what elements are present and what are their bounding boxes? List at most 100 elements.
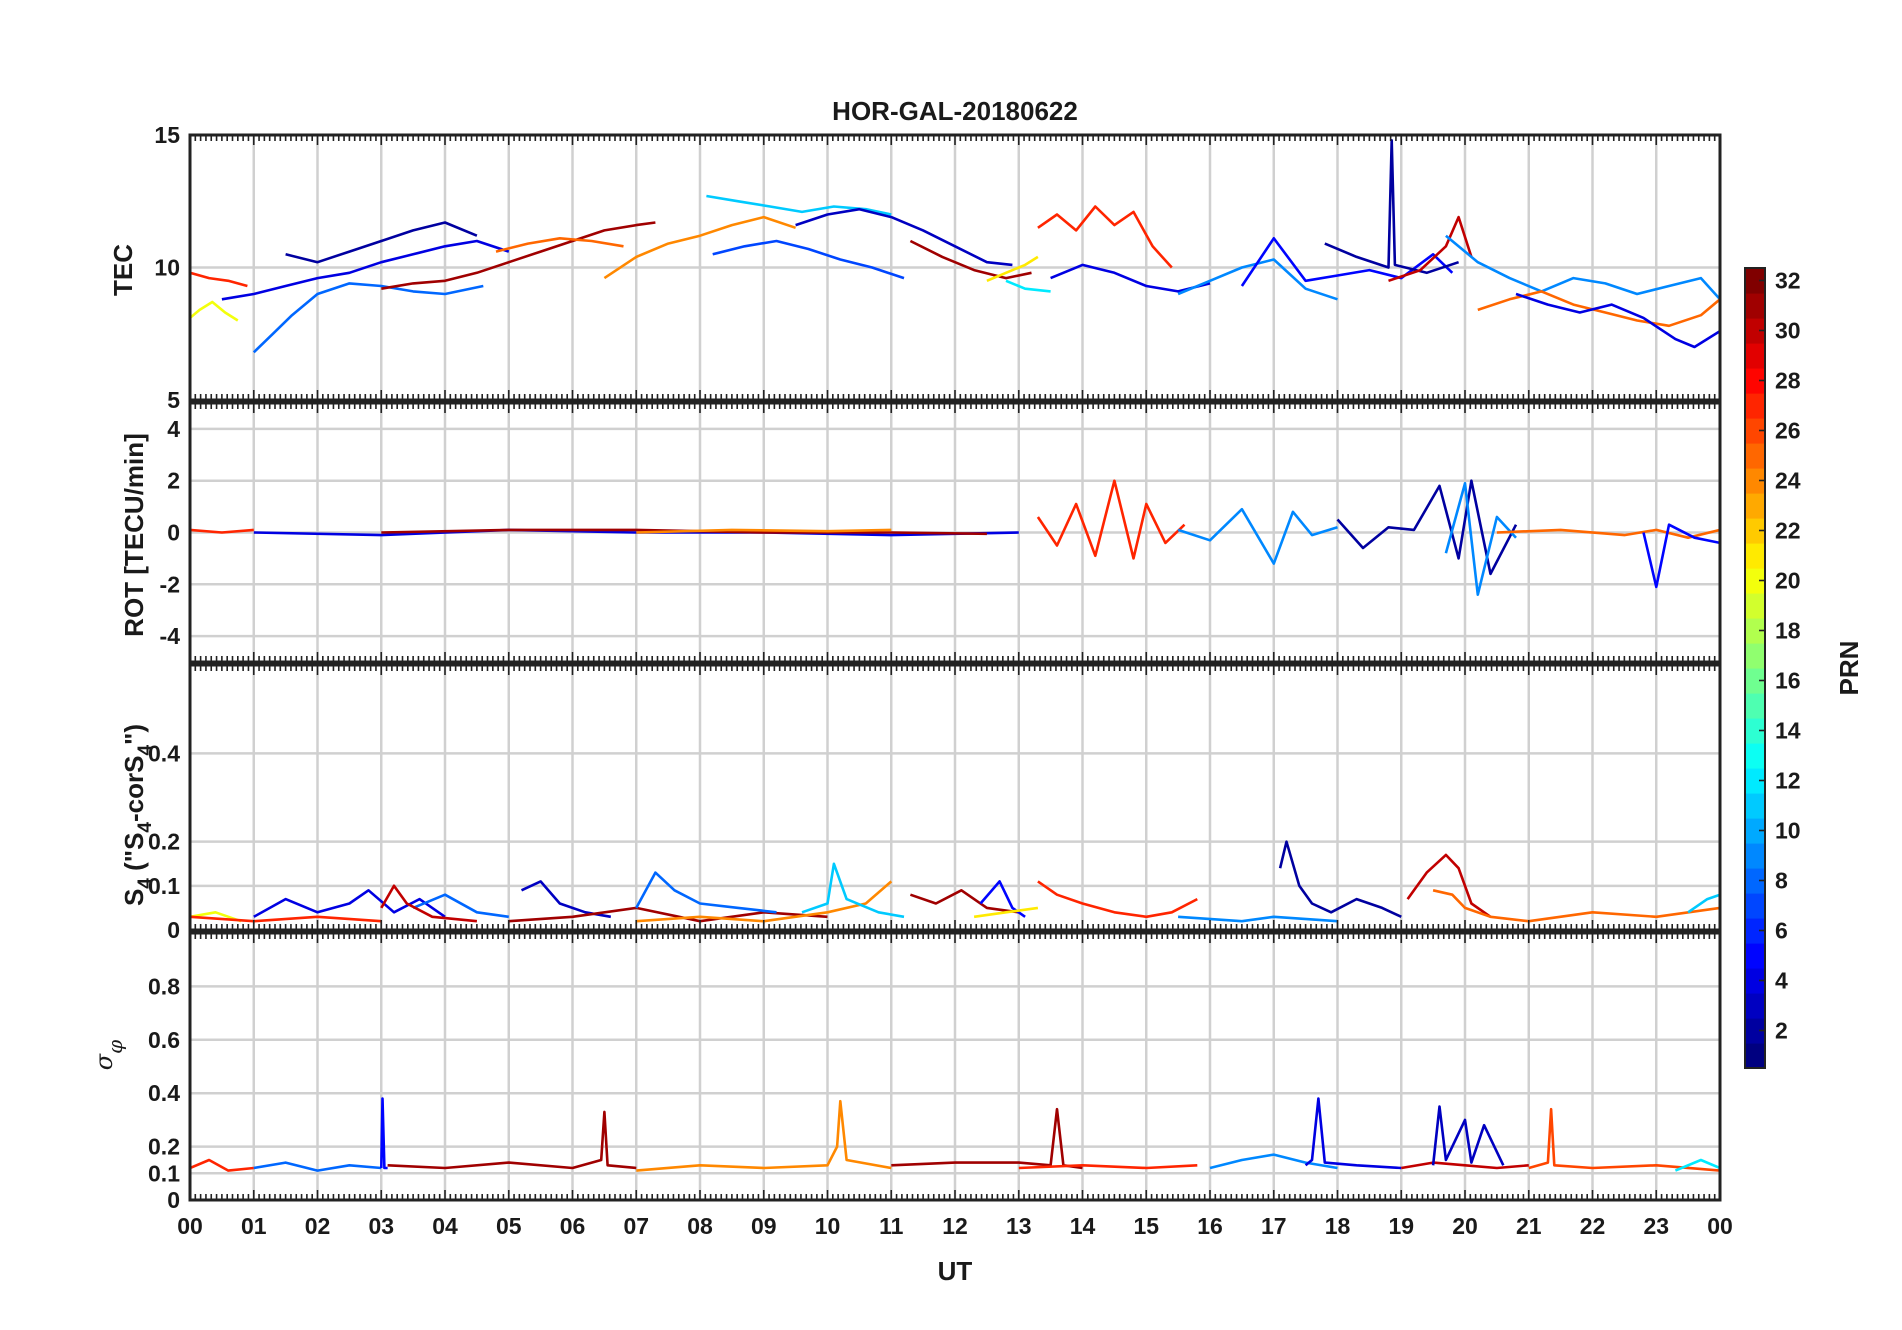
prn-trace xyxy=(381,221,656,290)
x-tick-label: 12 xyxy=(942,1213,968,1239)
prn-trace xyxy=(1209,1153,1338,1170)
prn-trace xyxy=(412,893,509,919)
prn-trace xyxy=(253,1161,382,1172)
x-tick-label: 14 xyxy=(1070,1213,1096,1239)
y-tick-label: 0.2 xyxy=(148,829,180,855)
rot-panel: -4 -2 0 2 4 xyxy=(160,401,1722,664)
prn-trace xyxy=(1324,139,1460,275)
x-tick-label: 07 xyxy=(623,1213,649,1239)
colorbar-swatch xyxy=(1745,543,1765,569)
y-tick-label: 5 xyxy=(167,387,180,413)
colorbar-tick-label: 6 xyxy=(1775,918,1788,944)
prn-trace xyxy=(635,871,777,914)
x-tick-label: 16 xyxy=(1197,1213,1223,1239)
prn-trace xyxy=(712,239,905,280)
prn-trace xyxy=(795,207,1013,267)
colorbar-swatch xyxy=(1745,493,1765,519)
colorbar-swatch xyxy=(1745,843,1765,869)
colorbar-tick-label: 8 xyxy=(1775,868,1788,894)
prn-trace xyxy=(909,888,1019,914)
prn-trace xyxy=(706,194,892,216)
y-tick-label: 0.4 xyxy=(148,740,180,766)
colorbar-frame xyxy=(1744,267,1766,1069)
colorbar-swatch xyxy=(1745,768,1765,794)
y-tick-label: 0 xyxy=(167,1187,180,1213)
y-tick-label: 0.1 xyxy=(148,873,180,899)
series-group xyxy=(190,139,1720,354)
colorbar-swatch xyxy=(1745,368,1765,394)
prn-trace xyxy=(603,215,797,280)
x-axis-ticks: 00 01 02 03 04 05 06 07 08 09 10 11 12 13 14 15 16 17 18 19… xyxy=(177,1213,1733,1239)
prn-trace xyxy=(1178,915,1338,923)
prn-trace xyxy=(285,221,478,264)
colorbar-swatch xyxy=(1745,818,1765,844)
prn-trace xyxy=(380,1097,388,1170)
x-tick-label: 15 xyxy=(1133,1213,1159,1239)
series-group xyxy=(190,840,1720,923)
prn-trace xyxy=(1431,1105,1505,1166)
colorbar-swatch xyxy=(1745,943,1765,969)
prn-trace xyxy=(190,271,248,288)
colorbar-swatch xyxy=(1745,918,1765,944)
prn-trace xyxy=(891,1107,1083,1170)
y-tick-label: 0 xyxy=(167,520,180,546)
y-tick-label: -4 xyxy=(160,623,181,649)
y-axis-labels: TEC ROT [TECU/min] S4 ("S4-corS4") σφ xyxy=(90,244,156,1070)
y-tick-label: 2 xyxy=(167,468,180,494)
prn-trace xyxy=(190,1158,254,1172)
colorbar-swatch xyxy=(1745,693,1765,719)
colorbar-tick-label: 10 xyxy=(1775,818,1801,844)
x-tick-label: 01 xyxy=(241,1213,267,1239)
prn-trace xyxy=(1018,1164,1198,1170)
prn-trace xyxy=(1432,889,1720,923)
y-tick-label: 4 xyxy=(167,416,180,442)
colorbar-swatch xyxy=(1745,793,1765,819)
x-axis-label: UT xyxy=(938,1256,973,1286)
tec-panel: 5 10 15 xyxy=(154,122,1722,413)
prn-trace xyxy=(636,528,892,534)
series-group xyxy=(190,479,1720,597)
colorbar-swatch xyxy=(1745,743,1765,769)
prn-trace xyxy=(1304,1097,1402,1170)
prn-trace xyxy=(253,888,446,918)
y-tick-label: 0.6 xyxy=(148,1027,180,1053)
x-tick-label: 10 xyxy=(815,1213,841,1239)
series-group xyxy=(190,1097,1720,1172)
svg-text:S4 ("S4-corS4"): S4 ("S4-corS4") xyxy=(119,724,156,906)
x-tick-label: 04 xyxy=(432,1213,458,1239)
prn-trace xyxy=(1036,479,1186,560)
sigma-phi-y-label: σφ xyxy=(90,1040,127,1070)
colorbar-swatch xyxy=(1745,893,1765,919)
y-tick-label: 0.1 xyxy=(148,1160,180,1186)
y-tick-label: 0 xyxy=(167,917,180,943)
colorbar-swatch xyxy=(1745,643,1765,669)
x-tick-label: 03 xyxy=(368,1213,394,1239)
prn-trace xyxy=(1037,205,1173,269)
prn-trace xyxy=(1240,237,1454,287)
colorbar-tick-label: 16 xyxy=(1775,668,1801,694)
prn-trace xyxy=(495,237,624,253)
colorbar-swatch xyxy=(1745,418,1765,444)
colorbar-swatch xyxy=(1745,518,1765,544)
colorbar-swatch xyxy=(1745,618,1765,644)
prn-trace xyxy=(1278,840,1402,918)
s4-panel: 0 0.1 0.2 0.4 xyxy=(148,663,1722,943)
prn-trace xyxy=(986,255,1039,282)
colorbar-swatch xyxy=(1745,268,1765,294)
x-tick-label: 20 xyxy=(1452,1213,1478,1239)
colorbar-swatch xyxy=(1745,393,1765,419)
colorbar-tick-label: 24 xyxy=(1775,468,1801,494)
prn-trace xyxy=(1642,523,1720,589)
colorbar-swatch xyxy=(1745,318,1765,344)
prn-trace xyxy=(1005,279,1051,293)
prn-trace xyxy=(1674,1158,1720,1172)
x-tick-label: 06 xyxy=(560,1213,586,1239)
y-tick-label: 0.4 xyxy=(148,1080,180,1106)
colorbar-swatch xyxy=(1745,468,1765,494)
prn-trace xyxy=(1336,479,1518,576)
x-tick-label: 00 xyxy=(1707,1213,1733,1239)
x-tick-label: 18 xyxy=(1325,1213,1351,1239)
y-tick-label: 10 xyxy=(154,255,180,281)
x-tick-label: 23 xyxy=(1643,1213,1669,1239)
